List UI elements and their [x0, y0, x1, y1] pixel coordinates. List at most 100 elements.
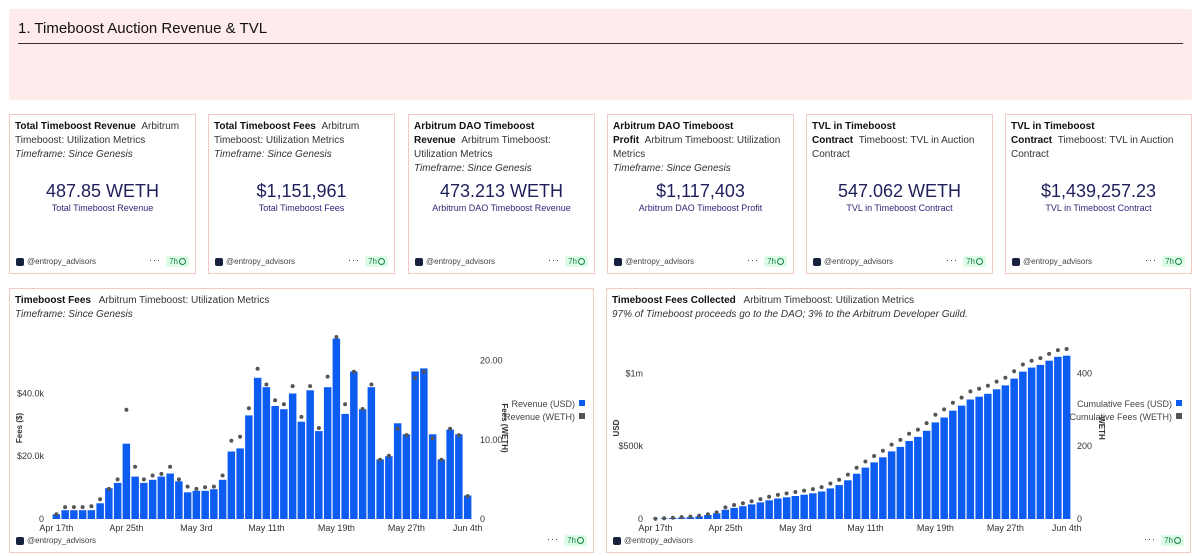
chart-bar: [739, 506, 747, 519]
legend-swatch: [1176, 400, 1182, 406]
chart-bar: [341, 413, 349, 519]
chart-bar: [922, 430, 931, 519]
chart-bar: [826, 488, 835, 519]
chart-bar: [940, 417, 948, 519]
kpi-subtitle[interactable]: Timeboost: TVL in Auction Contract: [812, 135, 975, 160]
y-tick-label: $500k: [618, 441, 643, 451]
kpi-label: Total Timeboost Revenue: [51, 203, 154, 213]
author-handle[interactable]: @entropy_advisors: [625, 257, 695, 266]
more-options-icon[interactable]: ···: [1144, 534, 1156, 544]
y-tick-label: $20.0k: [17, 451, 45, 461]
chart-bar: [463, 495, 472, 519]
chart-point: [448, 426, 453, 431]
chart-bar: [420, 368, 428, 519]
more-options-icon[interactable]: ···: [348, 255, 360, 265]
author-avatar[interactable]: [614, 258, 622, 266]
kpi-title[interactable]: Arbitrum DAO Timeboost Revenue: [414, 121, 535, 146]
freshness-age: 7h: [1165, 257, 1174, 266]
freshness-age: 7h: [567, 536, 576, 545]
chart-bar: [315, 431, 323, 519]
y-tick-label: 0: [39, 514, 44, 524]
chart-title[interactable]: Timeboost Fees Collected: [612, 295, 736, 306]
chart-bar: [201, 490, 209, 519]
more-options-icon[interactable]: ···: [747, 255, 759, 265]
chart-bar: [809, 493, 817, 519]
chart-bar: [966, 399, 975, 519]
chart-point: [775, 492, 780, 497]
chart-point: [115, 477, 120, 482]
x-tick-label: May 11th: [248, 523, 284, 533]
kpi-subtitle[interactable]: Arbitrum Timeboost: Utilization Metrics: [613, 135, 781, 160]
check-circle-icon: [976, 258, 983, 265]
chart-bar: [148, 479, 157, 519]
chart-bar: [288, 393, 297, 519]
kpi-subtitle[interactable]: Arbitrum Timeboost: Utilization Metrics: [15, 121, 180, 146]
x-tick-label: Apr 17th: [39, 523, 73, 533]
y-tick-label: 0: [638, 514, 643, 524]
author-handle[interactable]: @entropy_advisors: [27, 257, 97, 266]
kpi-title[interactable]: Arbitrum DAO Timeboost Profit: [613, 121, 734, 146]
chart-point: [281, 402, 286, 407]
freshness-badge: 7h: [564, 535, 587, 546]
chart-bar: [984, 393, 992, 519]
kpi-subtitle[interactable]: Arbitrum Timeboost: Utilization Metrics: [214, 121, 360, 146]
more-options-icon[interactable]: ···: [946, 255, 958, 265]
chart-subtitle[interactable]: Arbitrum Timeboost: Utilization Metrics: [743, 295, 915, 306]
freshness-age: 7h: [169, 257, 178, 266]
x-tick-label: May 27th: [987, 523, 1024, 533]
chart-point: [662, 516, 667, 521]
kpi-title[interactable]: TVL in Timeboost Contract: [1011, 121, 1095, 146]
section-header: 1. Timeboost Auction Revenue & TVL: [9, 9, 1192, 100]
author-avatar[interactable]: [16, 258, 24, 266]
check-circle-icon: [179, 258, 186, 265]
more-options-icon[interactable]: ···: [548, 255, 560, 265]
author-avatar[interactable]: [215, 258, 223, 266]
author-avatar[interactable]: [613, 537, 621, 545]
kpi-subtitle[interactable]: Arbitrum Timeboost: Utilization Metrics: [414, 135, 551, 160]
more-options-icon[interactable]: ···: [149, 255, 161, 265]
author-handle[interactable]: @entropy_advisors: [1023, 257, 1093, 266]
freshness-age: 7h: [767, 257, 776, 266]
kpi-value: 487.85 WETH: [45, 181, 160, 201]
author-avatar[interactable]: [813, 258, 821, 266]
author-handle[interactable]: @entropy_advisors: [226, 257, 296, 266]
chart-point: [653, 516, 658, 521]
chart-point: [378, 457, 383, 462]
kpi-title[interactable]: Total Timeboost Fees: [214, 121, 316, 132]
kpi-subtitle[interactable]: Timeboost: TVL in Auction Contract: [1011, 135, 1174, 160]
chart-point: [994, 379, 999, 384]
chart-point: [351, 369, 356, 374]
chart-point: [80, 505, 85, 510]
chart-title[interactable]: Timeboost Fees: [15, 295, 91, 306]
chart-bar: [446, 429, 454, 519]
chart-point: [767, 494, 772, 499]
chart-subtitle[interactable]: Arbitrum Timeboost: Utilization Metrics: [98, 295, 270, 306]
author-handle[interactable]: @entropy_advisors: [27, 536, 97, 545]
card-footer: @entropy_advisors ··· 7h: [613, 534, 1184, 547]
chart-point: [430, 436, 435, 441]
card-footer: @entropy_advisors ··· 7h: [1012, 255, 1185, 268]
author-handle[interactable]: @entropy_advisors: [824, 257, 894, 266]
author-avatar[interactable]: [415, 258, 423, 266]
chart-bar: [817, 491, 826, 519]
author-avatar[interactable]: [16, 537, 24, 545]
author-handle[interactable]: @entropy_advisors: [624, 536, 694, 545]
kpi-value: 473.213 WETH: [439, 181, 564, 201]
legend-label: Revenue (USD): [511, 399, 575, 409]
kpi-label: TVL in Timeboost Contract: [846, 203, 953, 213]
author-avatar[interactable]: [1012, 258, 1020, 266]
chart-point: [124, 407, 129, 412]
chart-bar: [140, 482, 148, 519]
author-handle[interactable]: @entropy_advisors: [426, 257, 496, 266]
chart-bar: [800, 494, 808, 519]
fees-chart-header: Timeboost Fees Arbitrum Timeboost: Utili…: [15, 294, 587, 322]
kpi-label: Total Timeboost Fees: [258, 203, 345, 213]
chart-bar: [975, 396, 983, 519]
chart-point: [203, 485, 208, 490]
more-options-icon[interactable]: ···: [1145, 255, 1157, 265]
more-options-icon[interactable]: ···: [547, 534, 559, 544]
kpi-title[interactable]: TVL in Timeboost Contract: [812, 121, 896, 146]
card-footer: @entropy_advisors ··· 7h: [614, 255, 787, 268]
kpi-title[interactable]: Total Timeboost Revenue: [15, 121, 136, 132]
chart-bar: [210, 489, 218, 519]
